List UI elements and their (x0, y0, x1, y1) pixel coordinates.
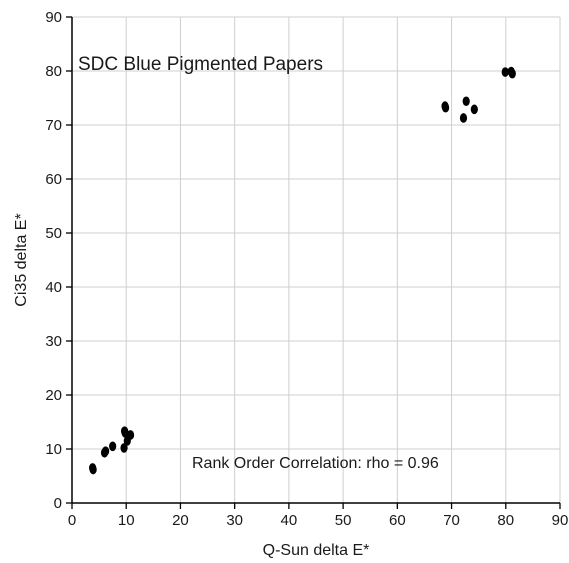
data-point-9 (120, 443, 128, 453)
data-point-14 (459, 113, 468, 123)
x-axis-title: Q-Sun delta E* (263, 542, 370, 559)
tick-labels: 0 10 20 30 40 50 60 70 80 90 0 10 20 30 40 50 60 70 80 90 (45, 9, 568, 529)
x-tick-label-20: 20 (172, 512, 189, 529)
data-point-3 (102, 446, 110, 456)
x-tick-label-50: 50 (335, 512, 352, 529)
y-tick-label-70: 70 (45, 117, 62, 134)
chart-title: SDC Blue Pigmented Papers (78, 54, 323, 75)
data-point-1 (89, 464, 97, 475)
y-tick-label-40: 40 (45, 279, 62, 296)
y-tick-label-0: 0 (54, 495, 62, 512)
y-tick-label-20: 20 (45, 387, 62, 404)
y-tick-label-90: 90 (45, 9, 62, 26)
data-point-13 (470, 104, 478, 115)
axes (71, 17, 560, 504)
x-tick-label-60: 60 (389, 512, 406, 529)
data-point-15 (501, 67, 509, 77)
rank-correlation-annotation: Rank Order Correlation: rho = 0.96 (192, 455, 439, 472)
data-point-11 (441, 102, 450, 113)
x-tick-label-30: 30 (226, 512, 243, 529)
y-tick-label-50: 50 (45, 225, 62, 242)
x-tick-label-10: 10 (118, 512, 135, 529)
x-tick-label-80: 80 (497, 512, 514, 529)
data-point-17 (508, 68, 516, 79)
y-axis-title: Ci35 delta E* (13, 213, 30, 306)
y-tick-label-80: 80 (45, 63, 62, 80)
x-tick-label-0: 0 (68, 512, 76, 529)
data-point-8 (126, 430, 135, 440)
data-points (89, 66, 516, 475)
tick-marks (66, 16, 561, 509)
grid-lines (72, 16, 561, 503)
y-tick-label-30: 30 (45, 333, 62, 350)
data-point-6 (121, 428, 129, 438)
data-point-12 (462, 96, 470, 107)
x-tick-label-90: 90 (552, 512, 569, 529)
x-tick-label-70: 70 (443, 512, 460, 529)
y-tick-label-60: 60 (45, 171, 62, 188)
y-tick-label-10: 10 (45, 441, 62, 458)
data-point-4 (109, 441, 117, 452)
x-tick-label-40: 40 (281, 512, 298, 529)
